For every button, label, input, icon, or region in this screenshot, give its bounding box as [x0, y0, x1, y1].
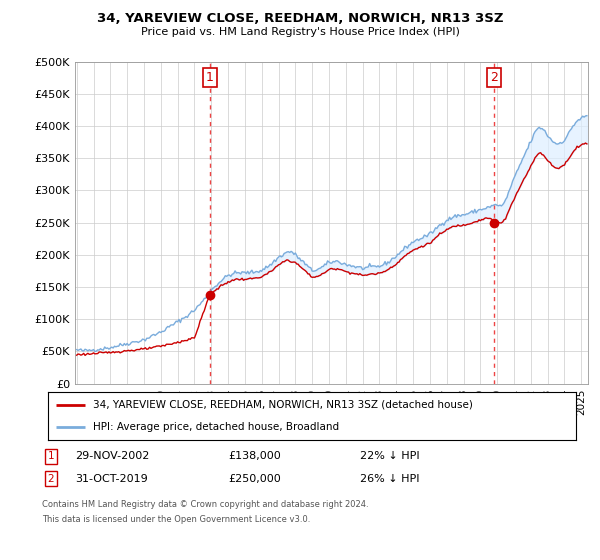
Text: 22% ↓ HPI: 22% ↓ HPI — [360, 451, 419, 461]
Text: This data is licensed under the Open Government Licence v3.0.: This data is licensed under the Open Gov… — [42, 515, 310, 524]
Text: 29-NOV-2002: 29-NOV-2002 — [75, 451, 149, 461]
Text: £138,000: £138,000 — [228, 451, 281, 461]
Text: 1: 1 — [206, 71, 214, 84]
Text: 31-OCT-2019: 31-OCT-2019 — [75, 474, 148, 484]
Text: Contains HM Land Registry data © Crown copyright and database right 2024.: Contains HM Land Registry data © Crown c… — [42, 500, 368, 509]
Text: 1: 1 — [47, 451, 55, 461]
Text: HPI: Average price, detached house, Broadland: HPI: Average price, detached house, Broa… — [93, 422, 339, 432]
Text: 34, YAREVIEW CLOSE, REEDHAM, NORWICH, NR13 3SZ: 34, YAREVIEW CLOSE, REEDHAM, NORWICH, NR… — [97, 12, 503, 25]
Text: Price paid vs. HM Land Registry's House Price Index (HPI): Price paid vs. HM Land Registry's House … — [140, 27, 460, 37]
Text: 2: 2 — [490, 71, 498, 84]
Text: 34, YAREVIEW CLOSE, REEDHAM, NORWICH, NR13 3SZ (detached house): 34, YAREVIEW CLOSE, REEDHAM, NORWICH, NR… — [93, 400, 473, 410]
Text: £250,000: £250,000 — [228, 474, 281, 484]
Text: 2: 2 — [47, 474, 55, 484]
Text: 26% ↓ HPI: 26% ↓ HPI — [360, 474, 419, 484]
